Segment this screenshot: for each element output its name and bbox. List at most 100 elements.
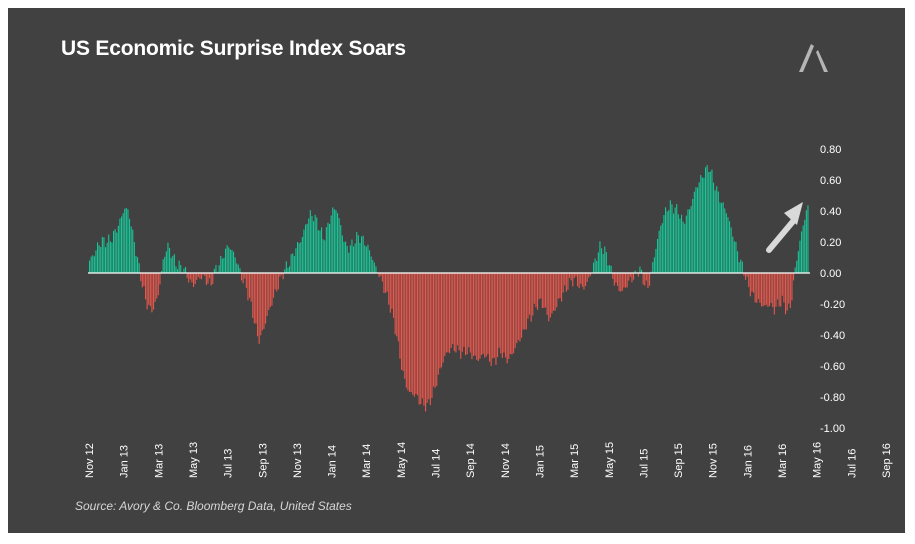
y-tick-label: -0.80 (820, 392, 845, 404)
bar (335, 210, 337, 273)
bar (436, 273, 438, 386)
bar (498, 273, 500, 348)
bar (247, 273, 249, 301)
bar (209, 273, 211, 279)
bar (172, 255, 174, 273)
bar (634, 270, 636, 273)
bar (749, 273, 751, 297)
bar (457, 273, 459, 346)
bar (250, 273, 252, 302)
bar (461, 273, 463, 352)
x-tick-label: Mar 14 (361, 444, 373, 478)
bar (489, 273, 491, 362)
bar (257, 273, 259, 337)
bar (157, 273, 159, 296)
x-axis-ticks: Nov 12 Jan 13 Mar 13 May 13 Jul 13 Sep 13 Nov … (84, 442, 893, 478)
bar (586, 273, 588, 282)
bar (98, 245, 100, 273)
bar (617, 273, 619, 286)
bar (337, 213, 339, 273)
bar (788, 273, 790, 304)
bar (642, 273, 644, 285)
bar (567, 273, 569, 290)
bar (509, 273, 511, 354)
bar (689, 209, 691, 273)
bar (721, 203, 723, 273)
bar (495, 273, 497, 365)
bar (652, 262, 654, 273)
bar (303, 229, 305, 273)
bar (618, 273, 620, 292)
bar (322, 239, 324, 273)
bar (738, 262, 740, 273)
bar (628, 273, 630, 281)
bar (140, 273, 142, 282)
bar (95, 250, 97, 273)
bar (212, 273, 214, 285)
bar (514, 273, 516, 349)
bar (709, 171, 711, 273)
y-tick-label: 0.00 (820, 268, 841, 280)
x-tick-label: Sep 14 (465, 443, 477, 478)
bar (770, 273, 772, 303)
bar (777, 273, 779, 300)
y-tick-label: 0.60 (820, 175, 841, 187)
bar (554, 273, 556, 311)
x-tick-label: Jul 15 (638, 449, 650, 478)
bar (386, 273, 388, 292)
bar (189, 273, 191, 280)
bar (773, 273, 775, 315)
bar (607, 265, 609, 273)
bar (385, 273, 387, 293)
bar (497, 273, 499, 358)
bar (589, 273, 591, 276)
bar (444, 273, 446, 357)
bar (338, 218, 340, 273)
bar (146, 273, 148, 310)
bar (807, 205, 809, 273)
bar (402, 273, 404, 371)
bar (268, 273, 270, 310)
bar (101, 236, 103, 273)
bar (253, 273, 255, 324)
bar (346, 245, 348, 273)
bar (447, 273, 449, 353)
bar (605, 252, 607, 273)
x-tick-label: May 15 (604, 442, 616, 478)
bar (778, 273, 780, 307)
bar (170, 257, 172, 273)
bar (175, 266, 177, 273)
bar (265, 273, 267, 324)
bar (649, 273, 651, 286)
bar (725, 213, 727, 273)
bar (285, 261, 287, 273)
bar (412, 273, 414, 395)
y-tick-label: 0.40 (820, 206, 841, 218)
bar (668, 210, 670, 273)
bar (613, 273, 615, 286)
bar (476, 273, 478, 360)
bar (201, 273, 203, 280)
bar (351, 239, 353, 273)
bar (361, 236, 363, 273)
bar (393, 273, 395, 318)
bar (661, 223, 663, 273)
bar (341, 235, 343, 273)
bar (706, 165, 708, 273)
bar (548, 273, 550, 322)
bar (705, 167, 707, 273)
bar (517, 273, 519, 341)
bar (325, 227, 327, 273)
bar (234, 257, 236, 273)
bar (482, 273, 484, 354)
bar (783, 273, 785, 303)
bar (593, 262, 595, 273)
bar (521, 273, 523, 338)
bar (410, 273, 412, 393)
bar-series (89, 165, 809, 412)
bar (391, 273, 393, 309)
bar (620, 273, 622, 292)
bar (543, 273, 545, 309)
bar (716, 186, 718, 273)
bar (356, 231, 358, 273)
